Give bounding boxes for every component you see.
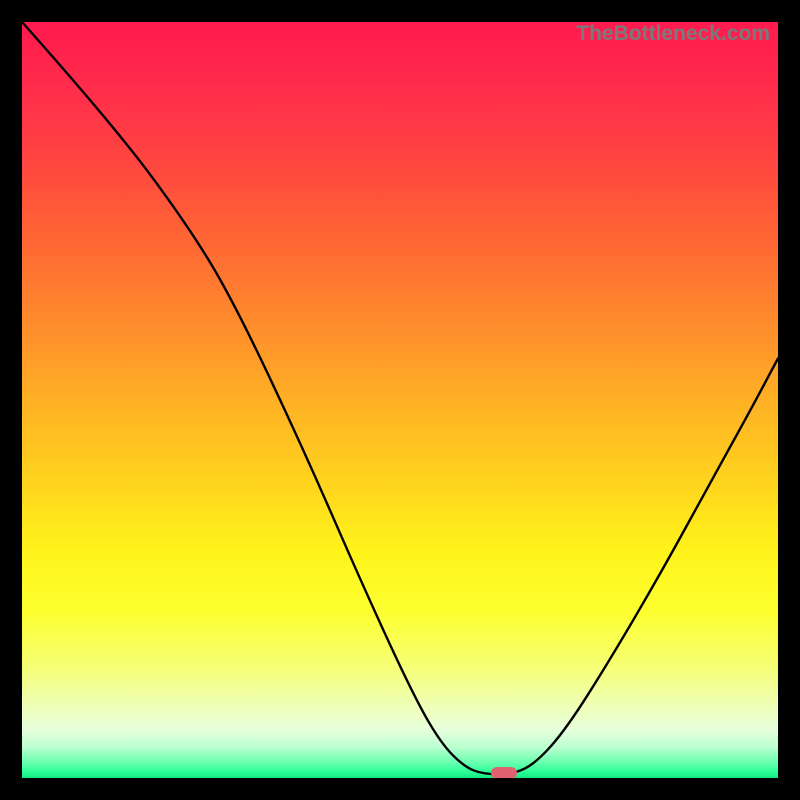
chart-frame: TheBottleneck.com xyxy=(0,0,800,800)
optimum-marker xyxy=(491,767,517,778)
bottleneck-curve xyxy=(22,22,778,778)
plot-area: TheBottleneck.com xyxy=(22,22,778,778)
